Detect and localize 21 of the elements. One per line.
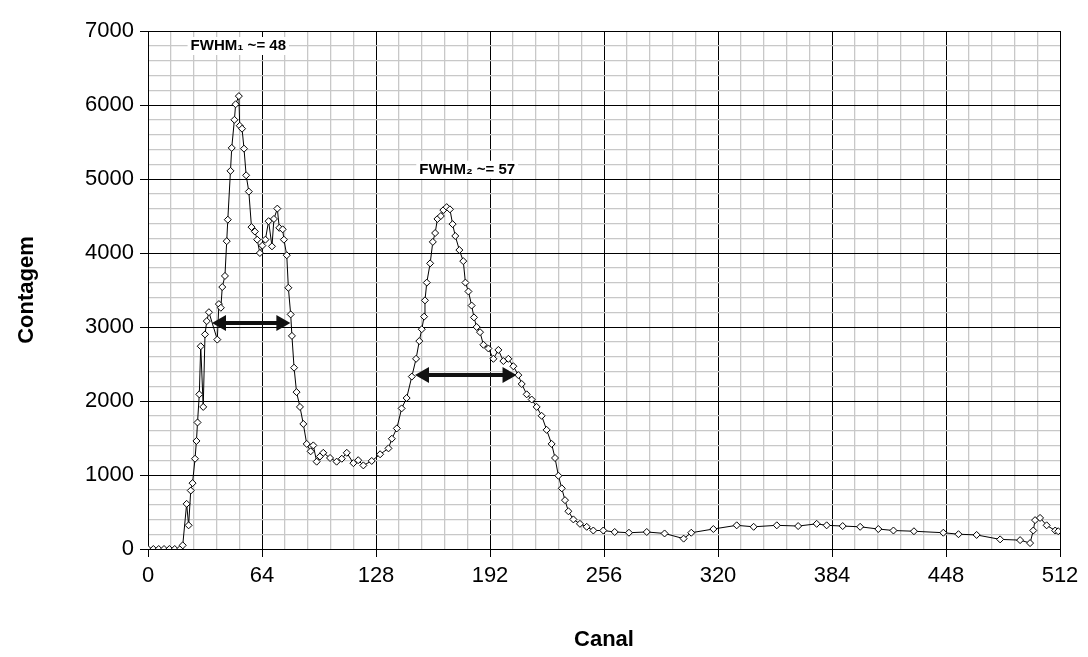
annotation: FWHM₂ ~= 57 [419,159,516,177]
y-tick-label: 5000 [85,165,134,191]
x-axis-title: Canal [574,625,634,651]
x-tick-label: 128 [357,562,395,588]
x-tick-label: 0 [141,562,155,588]
y-tick-label: 7000 [85,17,134,43]
x-tick-label: 448 [927,562,965,588]
y-tick-label: 4000 [85,239,134,265]
y-tick-label: 1000 [85,461,134,487]
y-tick-label: 6000 [85,91,134,117]
annotation: FWHM₁ ~= 48 [190,36,286,54]
y-tick-label: 0 [121,535,134,561]
y-axis-title: Contagem [13,236,39,344]
x-tick-label: 64 [249,562,275,588]
y-tick-label: 2000 [85,387,134,413]
x-tick-label: 256 [585,562,623,588]
x-tick-label: 320 [699,562,737,588]
x-tick-label: 384 [813,562,851,588]
x-tick-label: 512 [1041,562,1079,588]
y-tick-label: 3000 [85,313,134,339]
x-tick-label: 192 [471,562,509,588]
